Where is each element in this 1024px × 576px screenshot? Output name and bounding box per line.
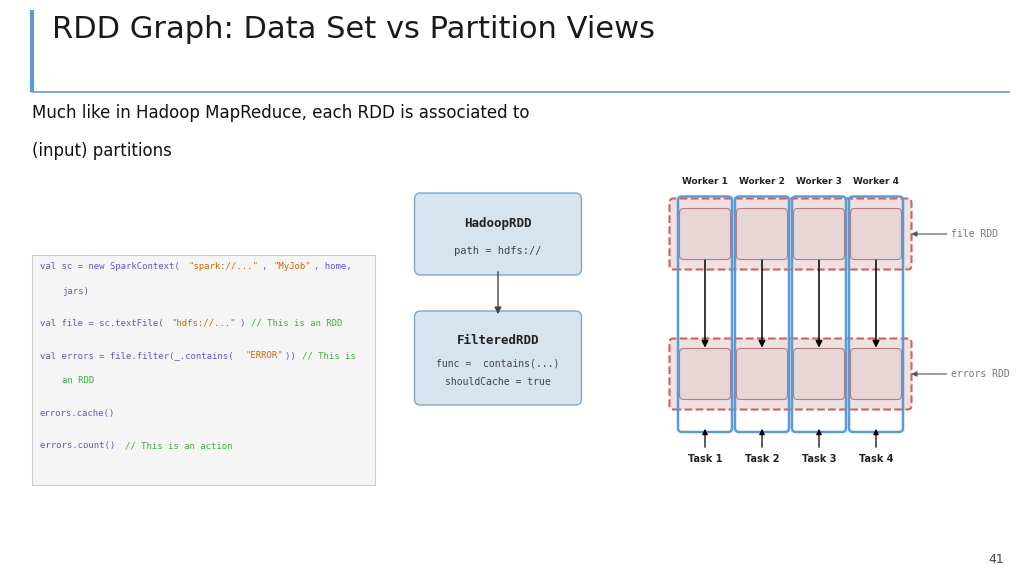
Text: "hdfs://...": "hdfs://..." bbox=[171, 319, 236, 328]
Text: ): ) bbox=[240, 319, 250, 328]
Text: HadoopRDD: HadoopRDD bbox=[464, 218, 531, 230]
FancyBboxPatch shape bbox=[415, 193, 582, 275]
FancyBboxPatch shape bbox=[736, 348, 787, 400]
Text: Task 2: Task 2 bbox=[744, 454, 779, 464]
Text: errors.cache(): errors.cache() bbox=[40, 408, 116, 418]
Text: 41: 41 bbox=[988, 553, 1004, 566]
Text: "MyJob": "MyJob" bbox=[273, 262, 311, 271]
Text: Worker 1: Worker 1 bbox=[682, 177, 728, 186]
FancyBboxPatch shape bbox=[794, 209, 845, 260]
Text: ,: , bbox=[262, 262, 273, 271]
Text: Task 3: Task 3 bbox=[802, 454, 837, 464]
Text: an RDD: an RDD bbox=[62, 376, 94, 385]
FancyBboxPatch shape bbox=[736, 209, 787, 260]
Text: RDD Graph: Data Set vs Partition Views: RDD Graph: Data Set vs Partition Views bbox=[52, 15, 655, 44]
FancyBboxPatch shape bbox=[415, 311, 582, 405]
Text: "ERROR": "ERROR" bbox=[245, 351, 283, 361]
Text: Worker 3: Worker 3 bbox=[796, 177, 842, 186]
Text: errors.count(): errors.count() bbox=[40, 441, 121, 450]
Text: jars): jars) bbox=[62, 286, 89, 295]
Text: Task 4: Task 4 bbox=[859, 454, 893, 464]
Text: Much like in Hadoop MapReduce, each RDD is associated to: Much like in Hadoop MapReduce, each RDD … bbox=[32, 104, 529, 122]
Text: // This is: // This is bbox=[302, 351, 356, 361]
Text: func =  contains(...): func = contains(...) bbox=[436, 359, 560, 369]
FancyBboxPatch shape bbox=[670, 199, 911, 270]
FancyBboxPatch shape bbox=[680, 209, 730, 260]
Text: Worker 2: Worker 2 bbox=[739, 177, 785, 186]
Text: file RDD: file RDD bbox=[951, 229, 998, 239]
Text: (input) partitions: (input) partitions bbox=[32, 142, 172, 160]
Text: "spark://...": "spark://..." bbox=[188, 262, 258, 271]
Text: val file = sc.textFile(: val file = sc.textFile( bbox=[40, 319, 164, 328]
Text: Worker 4: Worker 4 bbox=[853, 177, 899, 186]
Text: // This is an RDD: // This is an RDD bbox=[251, 319, 342, 328]
FancyBboxPatch shape bbox=[794, 348, 845, 400]
Text: path = hdfs://: path = hdfs:// bbox=[455, 246, 542, 256]
FancyBboxPatch shape bbox=[32, 255, 375, 485]
Text: val errors = file.filter(_.contains(: val errors = file.filter(_.contains( bbox=[40, 351, 233, 361]
Text: FilteredRDD: FilteredRDD bbox=[457, 334, 540, 347]
FancyBboxPatch shape bbox=[670, 339, 911, 410]
FancyBboxPatch shape bbox=[680, 348, 730, 400]
Text: Task 1: Task 1 bbox=[688, 454, 722, 464]
Text: val sc = new SparkContext(: val sc = new SparkContext( bbox=[40, 262, 180, 271]
Text: errors RDD: errors RDD bbox=[951, 369, 1011, 379]
Text: // This is an action: // This is an action bbox=[126, 441, 233, 450]
Text: )): )) bbox=[285, 351, 301, 361]
Text: , home,: , home, bbox=[313, 262, 351, 271]
Text: shouldCache = true: shouldCache = true bbox=[445, 377, 551, 387]
FancyBboxPatch shape bbox=[851, 348, 901, 400]
FancyBboxPatch shape bbox=[851, 209, 901, 260]
